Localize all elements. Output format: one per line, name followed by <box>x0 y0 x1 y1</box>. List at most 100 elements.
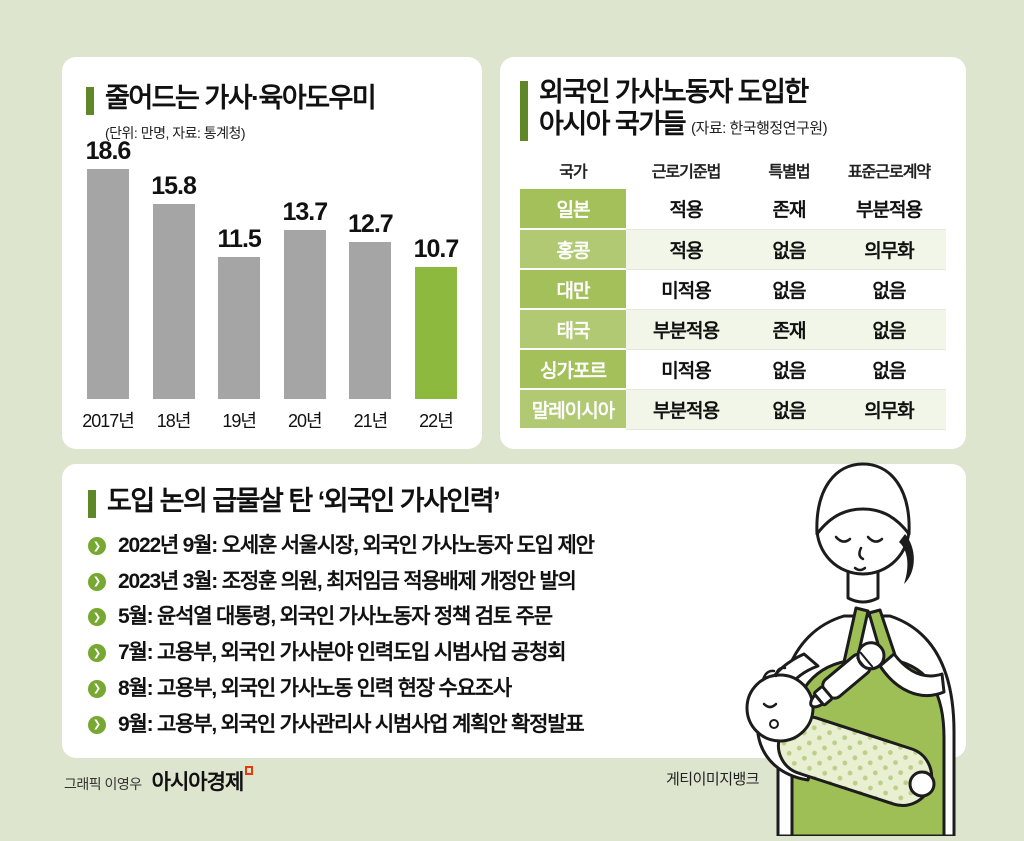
timeline-title-row: 도입 논의 급물살 탄 ‘외국인 가사인력’ <box>88 486 940 518</box>
country-cell: 말레이시아 <box>520 389 626 430</box>
timeline-item: ❯ 7월: 고용부, 외국인 가사분야 인력도입 시범사업 공청회 <box>88 639 698 667</box>
bar-value-label: 11.5 <box>217 225 262 253</box>
table-cell: 미적용 <box>626 349 746 390</box>
bar-category-label: 20년 <box>287 411 323 431</box>
chevron-bullet-icon: ❯ <box>88 644 106 663</box>
bar-category-label: 2017년 <box>82 411 135 431</box>
bar-column: 18.6 2017년 <box>78 137 138 433</box>
table-cell: 없음 <box>746 389 832 430</box>
bar <box>349 242 392 399</box>
table-title: 외국인 가사노동자 도입한 아시아 국가들 (자료: 한국행정연구원) <box>539 77 828 141</box>
graphic-credit: 그래픽 이영우 아시아경제 <box>64 766 254 796</box>
table-cell: 존재 <box>746 189 832 230</box>
bar-chart: 18.6 2017년 15.8 18년 11.5 19년 13.7 20년 12.7 21년 10.… <box>78 137 466 433</box>
chevron-bullet-icon: ❯ <box>88 715 106 734</box>
timeline-panel: 도입 논의 급물살 탄 ‘외국인 가사인력’ ❯ 2022년 9월: 오세훈 서울… <box>62 464 966 758</box>
table-header-cell: 특별법 <box>768 164 810 181</box>
chart-title: 줄어드는 가사·육아도우미 <box>105 83 377 113</box>
table-cell: 없음 <box>832 309 946 350</box>
table-header-cell: 국가 <box>559 164 587 181</box>
bar-column: 11.5 19년 <box>209 225 269 433</box>
table-title-row: 외국인 가사노동자 도입한 아시아 국가들 (자료: 한국행정연구원) <box>520 77 946 141</box>
bar <box>218 257 261 399</box>
bar-column: 15.8 18년 <box>144 172 204 433</box>
timeline-item: ❯ 2022년 9월: 오세훈 서울시장, 외국인 가사노동자 도입 제안 <box>88 532 698 560</box>
bar-category-label: 19년 <box>222 411 257 431</box>
bar-category-label: 18년 <box>156 411 192 431</box>
country-cell: 대만 <box>520 269 626 310</box>
table-cell: 없음 <box>832 269 946 310</box>
table-cell: 의무화 <box>832 389 946 430</box>
table-cell: 미적용 <box>626 269 746 310</box>
title-accent-bar <box>86 87 94 115</box>
bar-value-label: 12.7 <box>348 210 394 238</box>
table-cell: 존재 <box>746 309 832 350</box>
bar-column: 12.7 21년 <box>340 210 400 433</box>
timeline-list: ❯ 2022년 9월: 오세훈 서울시장, 외국인 가사노동자 도입 제안 ❯ 202… <box>88 532 698 738</box>
bar-value-label: 15.8 <box>151 172 197 200</box>
bar-column: 13.7 20년 <box>275 198 335 433</box>
timeline-text: 9월: 고용부, 외국인 가사관리사 시범사업 계획안 확정발표 <box>118 712 585 736</box>
bar-value-label: 10.7 <box>413 235 460 263</box>
table-row: 일본 적용 존재 부분적용 <box>520 189 946 230</box>
asiae-logo-text: 아시아경제 <box>151 771 245 794</box>
bar <box>283 230 326 399</box>
bar-category-label: 21년 <box>353 411 389 431</box>
timeline-text: 7월: 고용부, 외국인 가사분야 인력도입 시범사업 공청회 <box>118 641 567 665</box>
bar-value-label: 13.7 <box>282 198 328 226</box>
title-accent-bar <box>88 490 96 518</box>
timeline-title: 도입 논의 급물살 탄 ‘외국인 가사인력’ <box>107 486 501 516</box>
timeline-text: 5월: 윤석열 대통령, 외국인 가사노동자 정책 검토 주문 <box>118 605 553 629</box>
table-row: 태국 부분적용 존재 없음 <box>520 309 946 350</box>
bar-category-label: 22년 <box>419 411 454 431</box>
timeline-item: ❯ 2023년 3월: 조정훈 의원, 최저임금 적용배제 개정안 발의 <box>88 568 698 596</box>
table-cell: 부분적용 <box>832 189 946 230</box>
image-source-credit: 게티이미지뱅크 <box>666 771 760 788</box>
table-title-line2: 아시아 국가들 <box>539 108 687 139</box>
table-row: 홍콩 적용 없음 의무화 <box>520 229 946 270</box>
chart-title-row: 줄어드는 가사·육아도우미 <box>86 83 458 115</box>
asiae-logo: 아시아경제 <box>152 766 254 796</box>
timeline-text: 8월: 고용부, 외국인 가사노동 인력 현장 수요조사 <box>118 676 512 700</box>
table-cell: 부분적용 <box>626 389 746 430</box>
timeline-item: ❯ 9월: 고용부, 외국인 가사관리사 시범사업 계획안 확정발표 <box>88 711 698 739</box>
bar <box>152 204 195 399</box>
countries-table: 국가 근로기준법 특별법 표준근로계약 일본 적용 존재 부분적용 홍콩 적용 없음 의무화 대만 미적… <box>520 151 946 430</box>
table-cell: 의무화 <box>832 229 946 270</box>
helper-decline-chart-panel: 줄어드는 가사·육아도우미 (단위: 만명, 자료: 통계청) 18.6 2017… <box>62 57 482 449</box>
chevron-bullet-icon: ❯ <box>88 608 106 627</box>
chevron-bullet-icon: ❯ <box>88 572 106 591</box>
table-header-cell: 근로기준법 <box>651 164 722 181</box>
table-cell: 없음 <box>746 269 832 310</box>
country-cell: 일본 <box>520 189 626 230</box>
table-title-line1: 외국인 가사노동자 도입한 <box>539 77 809 107</box>
table-header-cell: 표준근로계약 <box>847 164 931 181</box>
graphic-credit-text: 그래픽 이영우 <box>64 776 142 792</box>
chevron-bullet-icon: ❯ <box>88 679 106 698</box>
table-cell: 적용 <box>626 189 746 230</box>
asia-countries-table-panel: 외국인 가사노동자 도입한 아시아 국가들 (자료: 한국행정연구원) 국가 근로기… <box>500 57 966 449</box>
timeline-text: 2022년 9월: 오세훈 서울시장, 외국인 가사노동자 도입 제안 <box>118 534 595 557</box>
chart-subtitle: (단위: 만명, 자료: 통계청) <box>105 125 246 141</box>
timeline-item: ❯ 5월: 윤석열 대통령, 외국인 가사노동자 정책 검토 주문 <box>88 603 698 631</box>
timeline-text: 2023년 3월: 조정훈 의원, 최저임금 적용배제 개정안 발의 <box>118 569 577 593</box>
table-cell: 없음 <box>746 229 832 270</box>
table-source: (자료: 한국행정연구원) <box>691 119 828 137</box>
bar-column: 10.7 22년 <box>406 235 466 433</box>
title-accent-bar <box>520 81 528 141</box>
table-cell: 부분적용 <box>626 309 746 350</box>
table-row: 대만 미적용 없음 없음 <box>520 269 946 310</box>
timeline-item: ❯ 8월: 고용부, 외국인 가사노동 인력 현장 수요조사 <box>88 675 698 703</box>
chevron-bullet-icon: ❯ <box>88 537 106 555</box>
table-header-row: 국가 근로기준법 특별법 표준근로계약 <box>520 151 946 189</box>
bar-value-label: 18.6 <box>85 137 132 165</box>
bar <box>87 169 129 399</box>
table-cell: 없음 <box>746 349 832 390</box>
country-cell: 태국 <box>520 309 626 350</box>
table-cell: 적용 <box>626 229 746 270</box>
country-cell: 홍콩 <box>520 229 626 270</box>
bar <box>414 267 457 399</box>
country-cell: 싱가포르 <box>520 349 626 390</box>
table-cell: 없음 <box>832 349 946 390</box>
table-row: 싱가포르 미적용 없음 없음 <box>520 349 946 390</box>
